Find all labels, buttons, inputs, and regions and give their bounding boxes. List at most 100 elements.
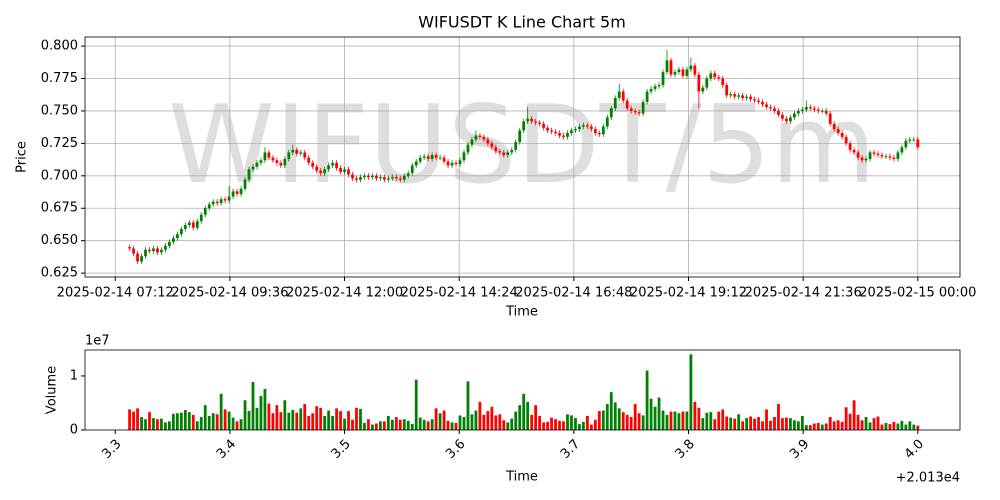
y-tick-label: 1 [70, 368, 78, 383]
volume-bar [633, 404, 637, 430]
candle-body [713, 73, 717, 78]
volume-bar [812, 423, 816, 430]
volume-bar [414, 379, 418, 430]
volume-bar [669, 411, 673, 430]
volume-bar [267, 403, 271, 430]
volume-bar [737, 414, 741, 430]
candle-body [303, 152, 307, 158]
volume-bar [884, 422, 888, 430]
candle-body [629, 108, 633, 111]
volume-bar [474, 410, 478, 430]
volume-bar [327, 410, 331, 430]
candle-body [382, 177, 386, 180]
volume-bar [275, 405, 279, 430]
candle-body [916, 139, 920, 148]
volume-bar [132, 411, 135, 430]
volume-bar [219, 393, 223, 430]
volume-bar [426, 421, 430, 430]
volume-bar [558, 420, 561, 430]
candle-body [749, 96, 752, 100]
volume-bar [613, 402, 617, 430]
candle-body [144, 249, 147, 257]
candle-body [812, 108, 816, 110]
volume-bar [773, 417, 776, 430]
volume-bar [378, 421, 382, 430]
volume-bar [203, 405, 207, 430]
volume-bar [637, 413, 641, 430]
candle-body [363, 175, 366, 178]
volume-bar [868, 422, 872, 430]
candle-body [235, 191, 239, 194]
plot-frame [84, 36, 961, 278]
volume-bar [506, 422, 510, 430]
candle-body [251, 166, 255, 170]
volume-bar [335, 408, 338, 430]
volume-bar [295, 412, 299, 430]
candle-body [661, 72, 665, 85]
volume-bar [777, 404, 780, 430]
volume-bar [199, 417, 203, 430]
candle-body [673, 72, 677, 75]
volume-bar [191, 414, 195, 430]
candle-body [637, 112, 641, 114]
candle-body [239, 188, 243, 194]
volume-bar [207, 415, 211, 430]
candle-body [645, 91, 649, 102]
candle-body [653, 86, 657, 89]
volume-y-offset: 1e7 [85, 334, 110, 349]
volume-bar [625, 414, 629, 430]
volume-bar [900, 420, 904, 430]
volume-bar [705, 412, 709, 430]
volume-bar [410, 424, 414, 430]
volume-bar [781, 418, 784, 430]
volume-bar [554, 419, 557, 430]
volume-bar [291, 410, 295, 430]
candle-body [729, 94, 733, 96]
volume-bar [546, 421, 549, 430]
candle-body [538, 122, 542, 124]
candle-body [613, 97, 617, 109]
volume-bar [466, 381, 470, 430]
x-tick-label: 2025-02-14 09:36 [171, 286, 288, 301]
volume-bar [649, 398, 653, 430]
candle-body [892, 157, 896, 159]
volume-bar [550, 417, 553, 430]
volume-bar [470, 414, 474, 430]
volume-bar [876, 416, 880, 430]
volume-bar [641, 415, 645, 430]
candle-body [609, 108, 613, 118]
candle-body [570, 130, 573, 133]
volume-bar [239, 419, 243, 430]
volume-bar [597, 411, 601, 430]
candle-body [462, 152, 466, 161]
candle-body [422, 156, 426, 158]
volume-bar [183, 410, 187, 430]
volume-bar [287, 412, 291, 430]
volume-bar [402, 419, 406, 430]
x-tick-label: 2025-02-15 00:00 [859, 286, 976, 301]
volume-bar [247, 411, 251, 430]
candle-body [753, 99, 756, 101]
candle-body [279, 162, 283, 166]
volume-bar [434, 408, 438, 430]
volume-bar [398, 419, 402, 430]
candle-body [454, 162, 458, 165]
volume-bar [836, 420, 840, 430]
candle-body [191, 222, 195, 228]
candle-body [514, 142, 518, 150]
candle-body [860, 157, 864, 161]
volume-bar [510, 418, 514, 430]
candle-body [179, 229, 183, 235]
candle-body [287, 152, 291, 159]
candle-body [888, 156, 892, 158]
candle-body [331, 162, 335, 166]
candle-body [271, 157, 275, 161]
candle-body [546, 127, 549, 131]
candle-body [765, 104, 768, 108]
volume-bar [880, 424, 884, 430]
volume-bar [390, 419, 394, 430]
volume-bar [800, 415, 804, 430]
y-tick-label: 0.750 [41, 103, 78, 118]
x-tick-label: 2025-02-14 21:36 [745, 286, 862, 301]
